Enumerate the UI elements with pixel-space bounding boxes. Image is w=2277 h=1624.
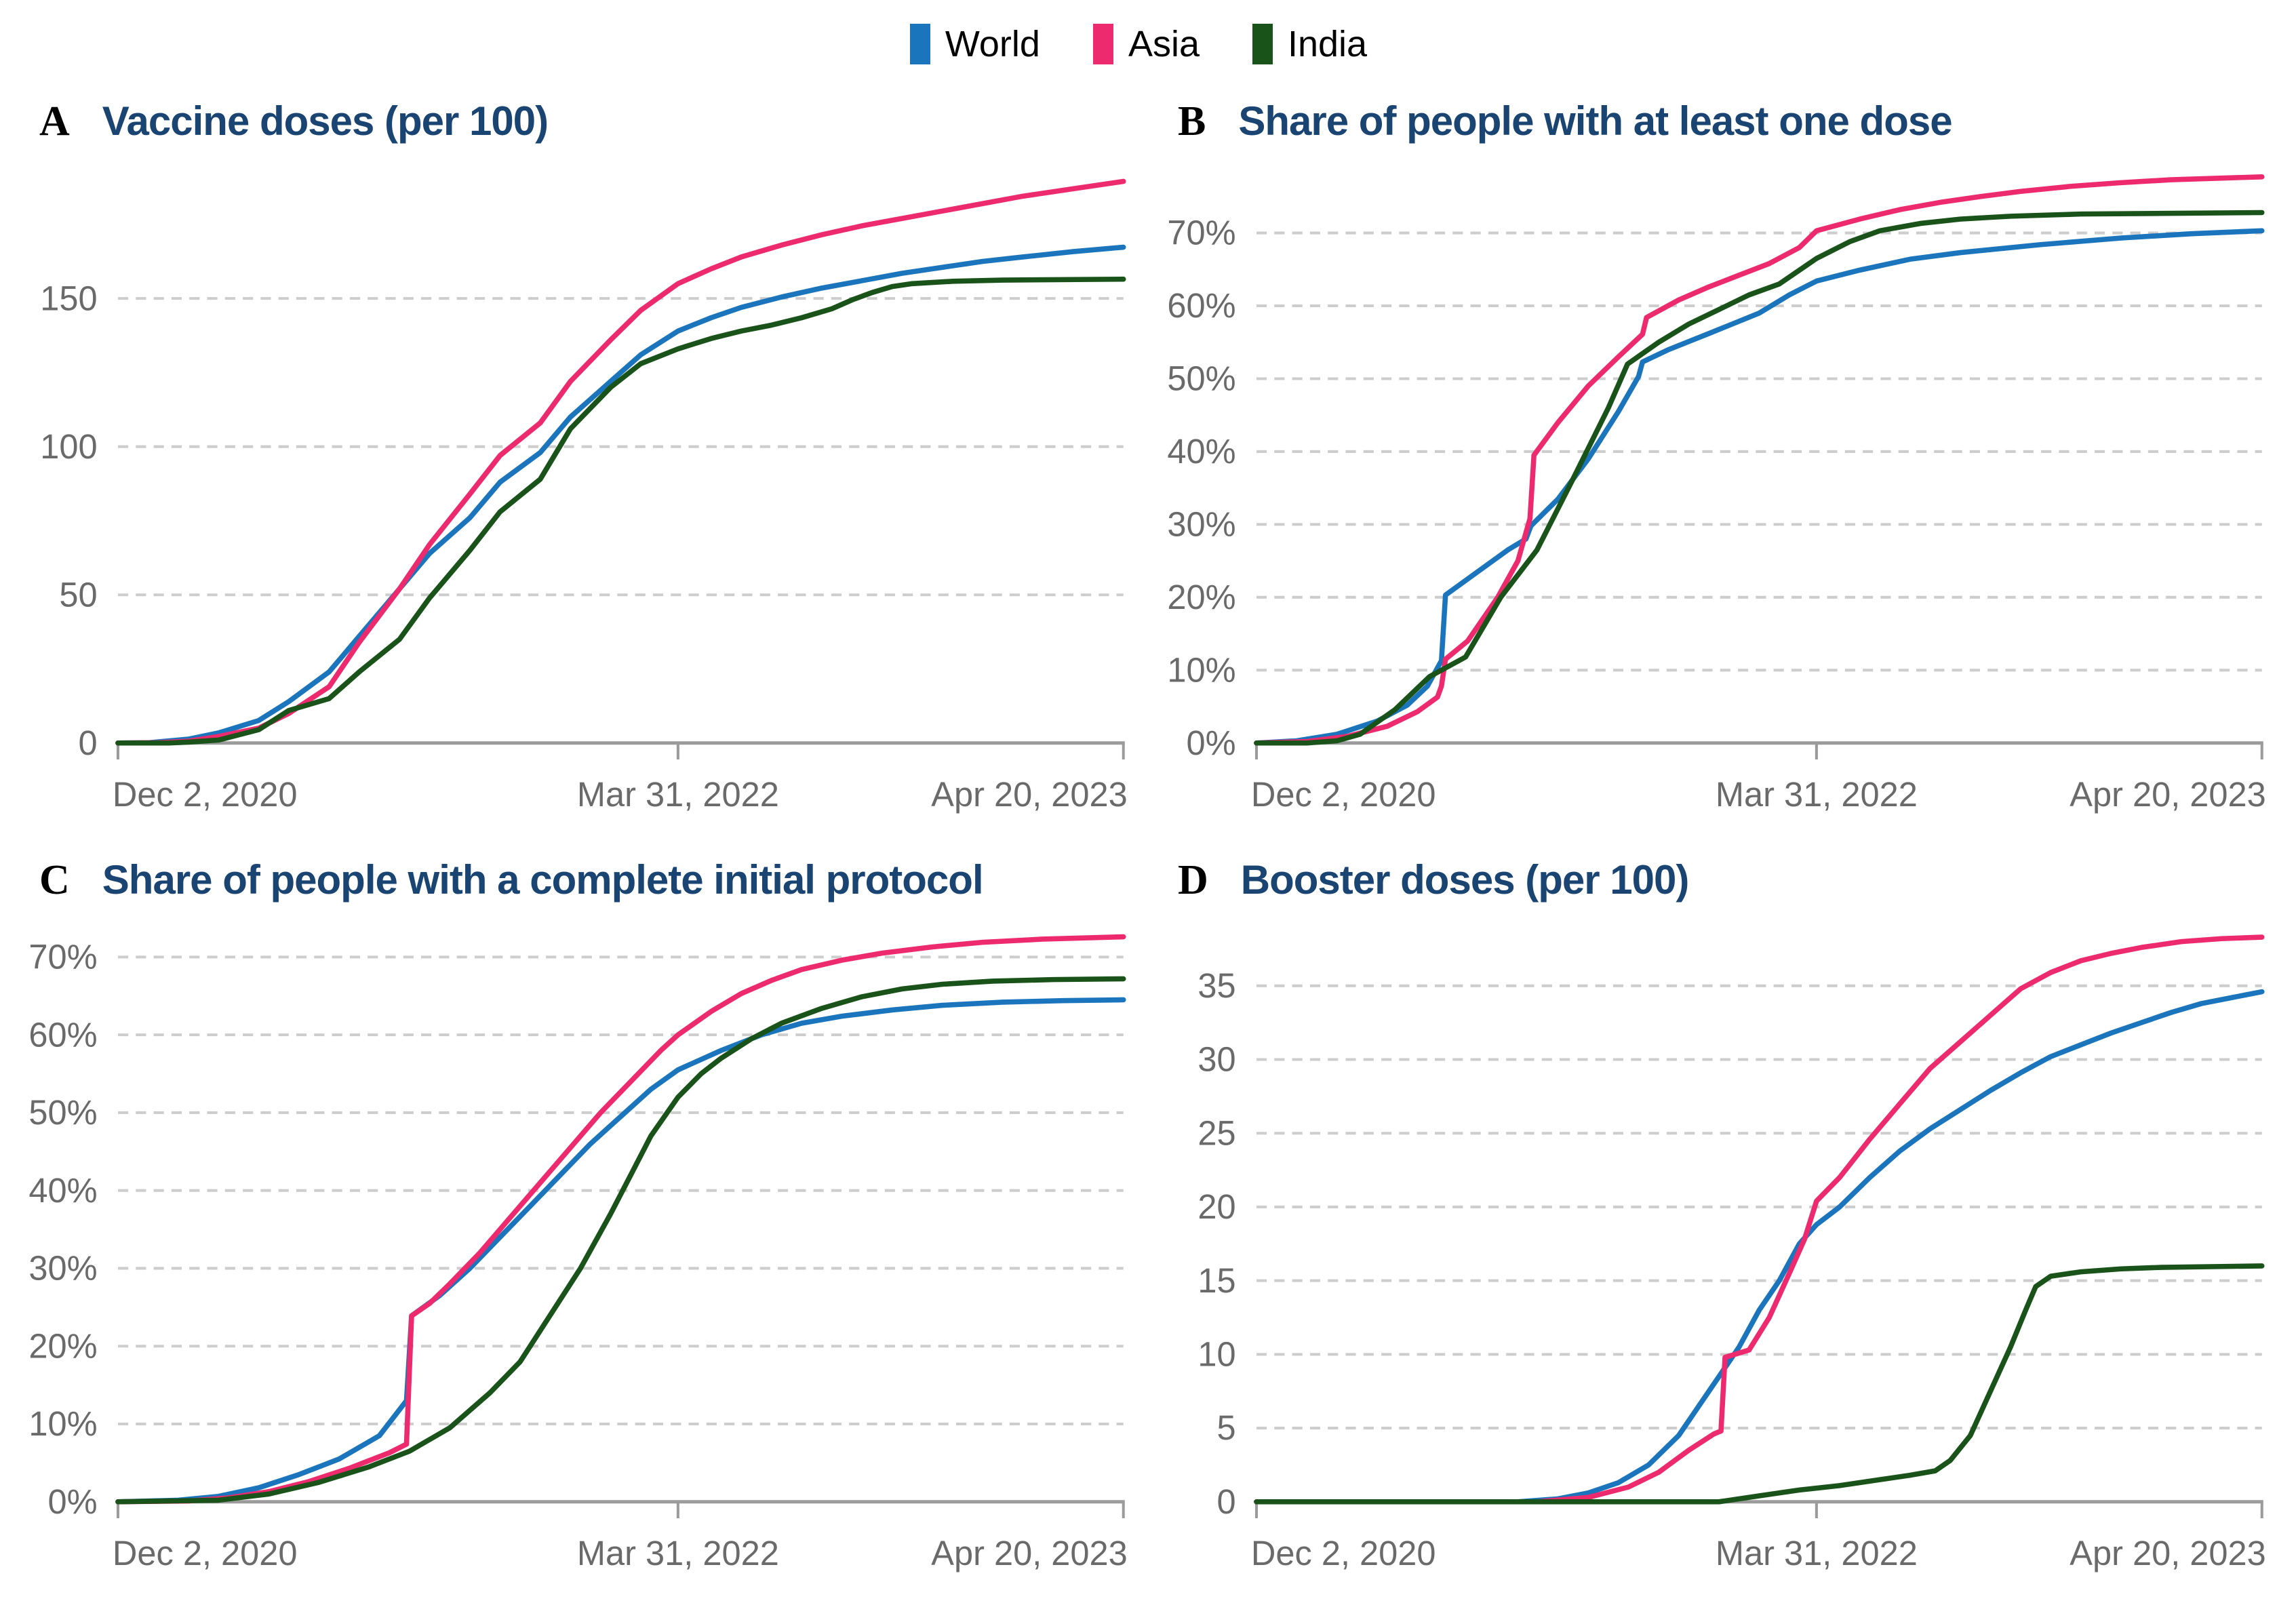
svg-text:Mar 31, 2022: Mar 31, 2022 (1716, 775, 1918, 814)
svg-text:0%: 0% (48, 1482, 98, 1521)
legend-item-asia: Asia (1092, 23, 1200, 65)
panel-c: C Share of people with a complete initia… (0, 837, 1138, 1596)
asia-color-swatch-icon (1092, 24, 1113, 64)
svg-text:35: 35 (1197, 966, 1235, 1005)
panel-a-letter: A (39, 98, 70, 144)
panel-b-title: Share of people with at least one dose (1238, 98, 1952, 144)
svg-text:0%: 0% (1187, 724, 1236, 762)
svg-text:Apr 20, 2023: Apr 20, 2023 (931, 775, 1128, 814)
svg-text:Apr 20, 2023: Apr 20, 2023 (2070, 775, 2266, 814)
vaccine-doses-chart: 0 50 100 150 Dec 2, 2020 Mar 31, 2022 Apr 20, … (40, 178, 1128, 814)
complete-protocol-share-chart: 0% 10% 20% 30% 40% 50% 60% 70% Dec 2, 2020 Mar 31… (28, 934, 1128, 1572)
panel-d-title: Booster doses (per 100) (1240, 857, 1690, 903)
panel-c-letter: C (39, 857, 70, 904)
legend-item-india: India (1252, 23, 1367, 65)
svg-text:10%: 10% (28, 1405, 97, 1444)
svg-text:10: 10 (1197, 1335, 1235, 1374)
panel-a-title: Vaccine doses (per 100) (102, 98, 549, 144)
svg-text:70%: 70% (28, 938, 97, 976)
svg-text:Apr 20, 2023: Apr 20, 2023 (2070, 1534, 2266, 1572)
svg-text:50%: 50% (1167, 359, 1235, 398)
panel-d-header: D Booster doses (per 100) (1138, 837, 2277, 917)
svg-text:Apr 20, 2023: Apr 20, 2023 (931, 1534, 1128, 1572)
panel-c-header: C Share of people with a complete initia… (0, 837, 1138, 917)
svg-text:50%: 50% (28, 1093, 97, 1132)
svg-text:Dec 2, 2020: Dec 2, 2020 (113, 1534, 298, 1572)
svg-text:Mar 31, 2022: Mar 31, 2022 (577, 1534, 779, 1572)
booster-doses-chart: 0 5 10 15 20 25 30 35 Dec 2, 2020 Mar 31, 2022 Apr… (1197, 934, 2266, 1572)
svg-text:30%: 30% (28, 1249, 97, 1288)
panel-grid: A Vaccine doses (per 100) 0 50 100 150 Dec 2… (0, 79, 2277, 1597)
svg-text:15: 15 (1197, 1261, 1235, 1300)
svg-text:40%: 40% (1167, 432, 1235, 471)
svg-text:50: 50 (59, 575, 97, 614)
svg-text:20: 20 (1197, 1187, 1235, 1226)
svg-text:30%: 30% (1167, 505, 1235, 544)
world-color-swatch-icon (909, 24, 930, 64)
panel-d-letter: D (1178, 857, 1208, 904)
panel-a-header: A Vaccine doses (per 100) (0, 79, 1138, 159)
legend-label-india: India (1287, 24, 1368, 64)
svg-text:20%: 20% (28, 1327, 97, 1366)
panel-b-header: B Share of people with at least one dose (1138, 79, 2277, 159)
svg-text:Dec 2, 2020: Dec 2, 2020 (1251, 775, 1436, 814)
svg-text:Dec 2, 2020: Dec 2, 2020 (113, 775, 298, 814)
legend-label-world: World (945, 24, 1040, 64)
svg-text:0: 0 (1217, 1482, 1236, 1521)
legend-label-asia: Asia (1128, 24, 1200, 64)
svg-text:Dec 2, 2020: Dec 2, 2020 (1251, 1534, 1436, 1572)
svg-text:60%: 60% (1167, 286, 1235, 325)
svg-text:Mar 31, 2022: Mar 31, 2022 (577, 775, 779, 814)
legend-item-world: World (909, 23, 1040, 65)
panel-a: A Vaccine doses (per 100) 0 50 100 150 Dec 2… (0, 79, 1138, 837)
svg-text:Mar 31, 2022: Mar 31, 2022 (1716, 1534, 1918, 1572)
svg-text:60%: 60% (28, 1016, 97, 1054)
svg-text:10%: 10% (1167, 650, 1235, 689)
svg-text:100: 100 (40, 427, 97, 466)
svg-text:30: 30 (1197, 1040, 1235, 1079)
panel-b: B Share of people with at least one dose… (1138, 79, 2277, 837)
svg-text:150: 150 (40, 279, 97, 317)
svg-text:5: 5 (1217, 1409, 1236, 1448)
figure-legend: World Asia India (0, 0, 2277, 79)
svg-text:70%: 70% (1167, 214, 1235, 252)
svg-text:20%: 20% (1167, 578, 1235, 616)
panel-c-title: Share of people with a complete initial … (102, 857, 984, 903)
panel-d: D Booster doses (per 100) 0 5 10 15 20 25 30 35… (1138, 837, 2277, 1596)
svg-text:0: 0 (79, 724, 98, 762)
svg-text:40%: 40% (28, 1171, 97, 1210)
india-color-swatch-icon (1252, 24, 1273, 64)
svg-text:25: 25 (1197, 1114, 1235, 1153)
panel-b-letter: B (1178, 98, 1206, 144)
one-dose-share-chart: 0% 10% 20% 30% 40% 50% 60% 70% Dec 2, 2020 Mar 31… (1167, 174, 2266, 814)
